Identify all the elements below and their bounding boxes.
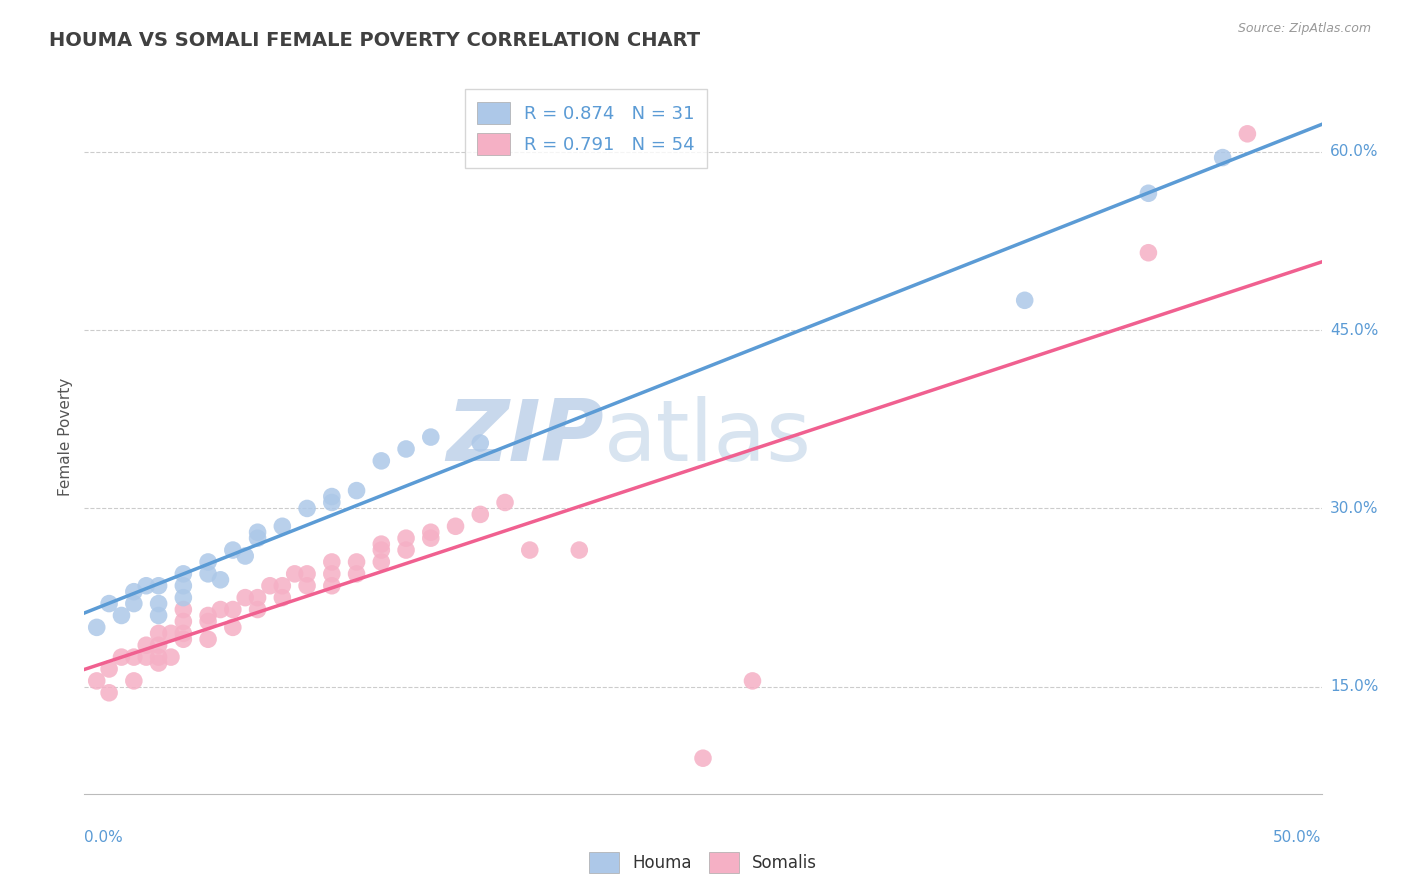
Point [122, 584, 145, 599]
Point [233, 549, 256, 563]
Point [246, 602, 269, 616]
Point [271, 519, 294, 533]
Point [160, 650, 183, 665]
Point [321, 495, 343, 509]
Point [271, 579, 294, 593]
Point [148, 597, 170, 611]
Point [284, 566, 307, 581]
Point [209, 602, 232, 616]
Point [271, 591, 294, 605]
Point [346, 555, 368, 569]
Point [197, 555, 219, 569]
Point [98, 686, 121, 700]
Text: 30.0%: 30.0% [1330, 501, 1378, 516]
Point [172, 602, 194, 616]
Point [470, 436, 492, 450]
Point [222, 602, 245, 616]
Point [222, 543, 245, 558]
Point [197, 632, 219, 647]
Text: HOUMA VS SOMALI FEMALE POVERTY CORRELATION CHART: HOUMA VS SOMALI FEMALE POVERTY CORRELATI… [49, 31, 700, 50]
Point [122, 650, 145, 665]
Text: 15.0%: 15.0% [1330, 680, 1378, 694]
Point [135, 650, 157, 665]
Point [148, 579, 170, 593]
Point [346, 566, 368, 581]
Point [370, 555, 392, 569]
Point [395, 543, 418, 558]
Text: 60.0%: 60.0% [1330, 145, 1378, 159]
Point [321, 566, 343, 581]
Point [692, 751, 714, 765]
Point [419, 430, 441, 444]
Point [1137, 245, 1160, 260]
Point [395, 442, 418, 456]
Point [370, 537, 392, 551]
Point [122, 673, 145, 688]
Point [110, 650, 132, 665]
Y-axis label: Female Poverty: Female Poverty [58, 378, 73, 496]
Point [321, 579, 343, 593]
Point [295, 579, 318, 593]
Point [209, 573, 232, 587]
Point [86, 673, 108, 688]
Text: ZIP: ZIP [446, 395, 605, 479]
Point [148, 638, 170, 652]
Point [295, 566, 318, 581]
Point [172, 615, 194, 629]
Point [346, 483, 368, 498]
Point [321, 490, 343, 504]
Text: 0.0%: 0.0% [84, 830, 124, 845]
Point [148, 608, 170, 623]
Legend: R = 0.874   N = 31, R = 0.791   N = 54: R = 0.874 N = 31, R = 0.791 N = 54 [464, 89, 707, 168]
Point [172, 591, 194, 605]
Point [122, 597, 145, 611]
Point [741, 673, 763, 688]
Point [519, 543, 541, 558]
Point [197, 566, 219, 581]
Point [222, 620, 245, 634]
Point [246, 531, 269, 545]
Point [1212, 151, 1234, 165]
Point [370, 454, 392, 468]
Point [321, 555, 343, 569]
Text: 45.0%: 45.0% [1330, 323, 1378, 337]
Point [494, 495, 516, 509]
Point [1137, 186, 1160, 201]
Point [295, 501, 318, 516]
Point [172, 579, 194, 593]
Point [148, 650, 170, 665]
Point [172, 566, 194, 581]
Point [419, 531, 441, 545]
Point [259, 579, 281, 593]
Point [1014, 293, 1036, 308]
Point [370, 543, 392, 558]
Point [135, 638, 157, 652]
Point [172, 626, 194, 640]
Point [246, 525, 269, 540]
Text: Source: ZipAtlas.com: Source: ZipAtlas.com [1237, 22, 1371, 36]
Point [197, 615, 219, 629]
Point [444, 519, 467, 533]
Text: 50.0%: 50.0% [1274, 830, 1322, 845]
Point [110, 608, 132, 623]
Point [233, 591, 256, 605]
Point [1236, 127, 1258, 141]
Point [395, 531, 418, 545]
Point [246, 591, 269, 605]
Point [419, 525, 441, 540]
Point [160, 626, 183, 640]
Point [98, 597, 121, 611]
Point [172, 632, 194, 647]
Point [197, 608, 219, 623]
Legend: Houma, Somalis: Houma, Somalis [582, 846, 824, 880]
Point [148, 626, 170, 640]
Point [98, 662, 121, 676]
Point [148, 656, 170, 670]
Point [135, 579, 157, 593]
Point [470, 508, 492, 522]
Point [568, 543, 591, 558]
Text: atlas: atlas [605, 395, 813, 479]
Point [86, 620, 108, 634]
